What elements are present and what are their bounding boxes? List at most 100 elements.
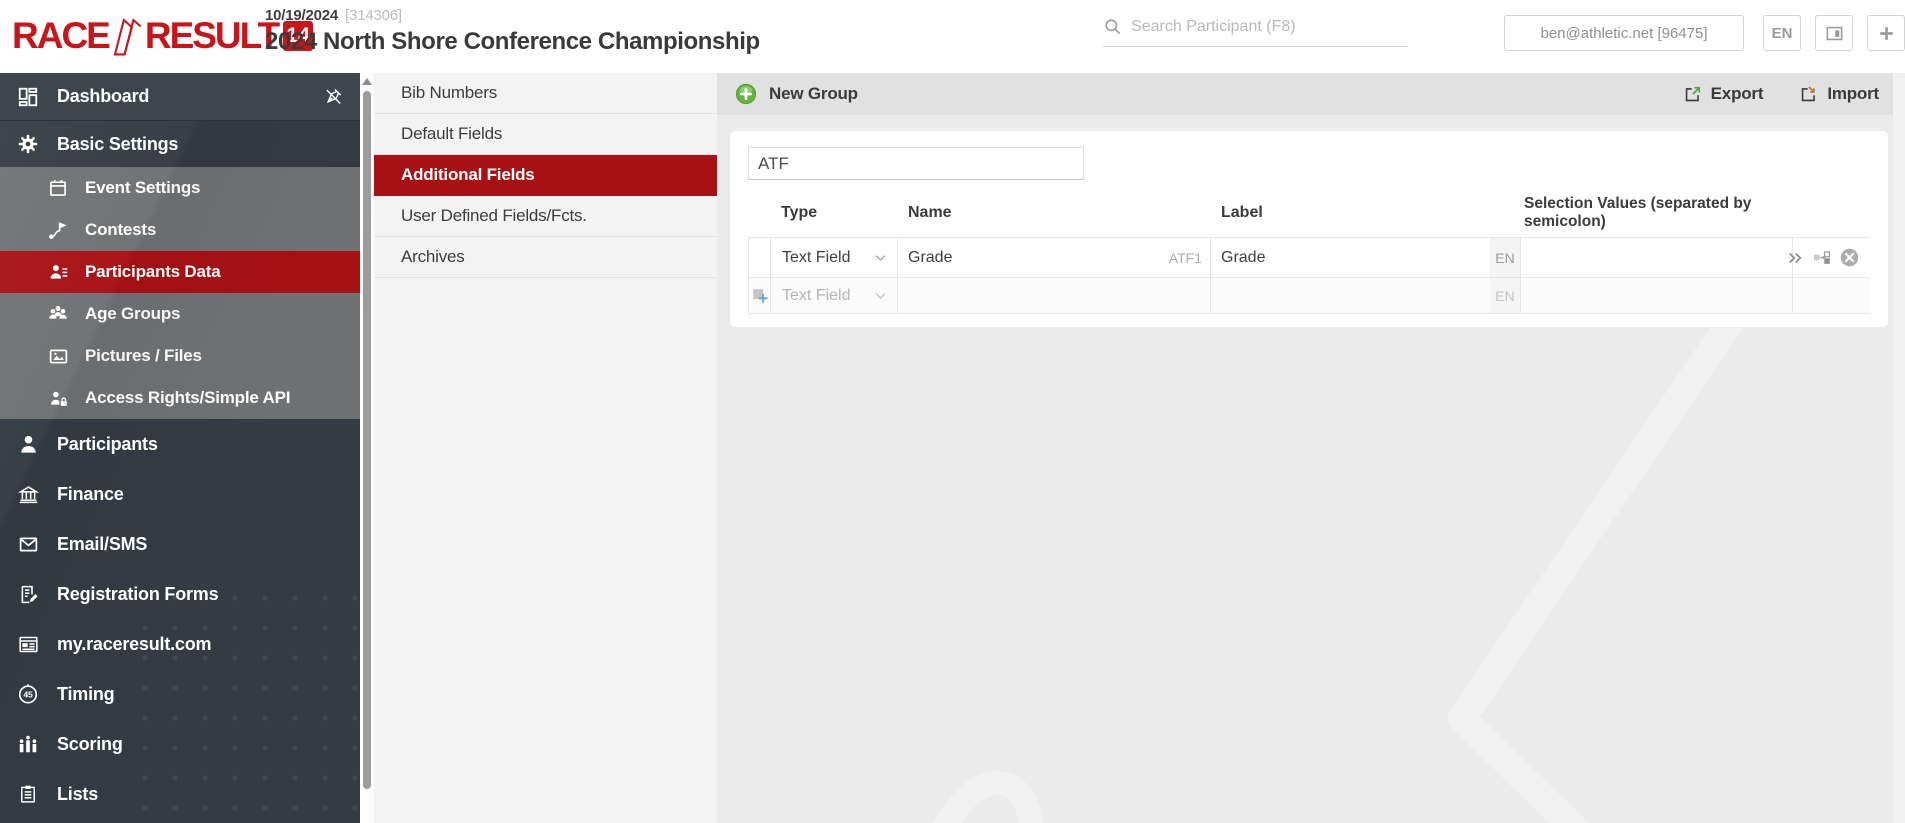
import-icon <box>1802 85 1816 101</box>
import-button[interactable]: Import <box>1799 84 1879 104</box>
chevron-down-icon <box>875 255 886 261</box>
move-to-group-button[interactable] <box>1812 248 1831 267</box>
bank-icon <box>15 484 41 505</box>
unpin-icon <box>326 88 342 105</box>
search-input[interactable] <box>1131 17 1408 36</box>
row-gutter <box>748 238 770 277</box>
sidebar-item-scoring[interactable]: Scoring <box>0 719 360 769</box>
insert-row-button[interactable] <box>748 278 770 313</box>
sidebar-item-label: Scoring <box>57 733 123 754</box>
subnav-item-archives[interactable]: Archives <box>374 237 717 278</box>
sidebar-item-label: Participants <box>57 433 158 454</box>
content-scrollbar[interactable] <box>1893 73 1905 823</box>
field-type-select[interactable]: Text Field <box>770 238 897 277</box>
sidebar-item-participants[interactable]: Participants <box>0 419 360 469</box>
logo-mark-icon <box>113 18 142 56</box>
subnav-item-additional-fields[interactable]: Additional Fields <box>374 155 717 196</box>
import-label: Import <box>1827 84 1879 103</box>
language-button[interactable]: EN <box>1763 15 1801 51</box>
gear-icon <box>15 133 41 155</box>
event-info: 10/19/2024 [314306] 2024 North Shore Conf… <box>265 7 760 56</box>
logo-result-text: RESULT <box>144 15 280 56</box>
submenu-item-label: Event Settings <box>85 178 201 197</box>
submenu-item-label: Age Groups <box>85 304 181 323</box>
green-plus-icon <box>735 83 757 105</box>
sidebar-item-finance[interactable]: Finance <box>0 469 360 519</box>
export-label: Export <box>1710 84 1764 103</box>
language-badge[interactable]: EN <box>1490 238 1520 277</box>
field-type-value: Text Field <box>782 248 851 266</box>
subnav-item-bib-numbers[interactable]: Bib Numbers <box>374 73 717 114</box>
user-account-button[interactable]: ben@athletic.net [96475] <box>1504 15 1744 51</box>
new-group-button[interactable]: New Group <box>735 83 858 105</box>
main-sidebar: Dashboard <box>0 73 360 823</box>
clipboard-icon <box>15 784 41 804</box>
sidebar-scrollbar[interactable] <box>360 73 374 823</box>
envelope-icon <box>15 534 41 555</box>
raceresult-logo[interactable]: RACE RESULT 14 <box>12 13 314 59</box>
header-actions: ben@athletic.net [96475] EN <box>1504 15 1905 51</box>
field-label-cell[interactable]: Grade EN <box>1210 238 1520 277</box>
field-label-value: Grade <box>1221 248 1266 266</box>
chevron-down-icon <box>875 293 886 299</box>
field-name-cell[interactable]: Grade ATF1 <box>897 238 1210 277</box>
event-date: 10/19/2024 <box>265 7 339 24</box>
field-label-cell[interactable]: EN <box>1210 278 1520 313</box>
submenu-item-event-settings[interactable]: Event Settings <box>0 167 360 209</box>
unpin-sidebar-button[interactable] <box>324 86 344 111</box>
row-actions <box>1789 238 1870 277</box>
sidebar-item-label: Timing <box>57 683 115 704</box>
submenu-item-contests[interactable]: Contests <box>0 209 360 251</box>
subnav-item-label: Bib Numbers <box>401 83 498 102</box>
submenu-item-label: Participants Data <box>85 262 221 281</box>
people-group-icon <box>45 303 71 325</box>
sidebar-item-label: my.raceresult.com <box>57 633 212 654</box>
subnav-item-default-fields[interactable]: Default Fields <box>374 114 717 155</box>
sidebar-item-label: Finance <box>57 483 124 504</box>
new-group-label: New Group <box>769 84 858 103</box>
subnav-item-user-defined-fields[interactable]: User Defined Fields/Fcts. <box>374 196 717 237</box>
submenu-item-label: Contests <box>85 220 157 239</box>
submenu-item-participants-data[interactable]: Participants Data <box>0 251 360 293</box>
logo-race-text: RACE <box>12 15 111 56</box>
export-icon <box>1685 86 1700 101</box>
field-type-select[interactable]: Text Field <box>770 278 897 313</box>
sidebar-item-registration-forms[interactable]: Registration Forms <box>0 569 360 619</box>
logo-version-badge: 14 <box>283 21 314 51</box>
podium-icon <box>15 733 41 755</box>
person-icon <box>15 433 41 456</box>
submenu-item-access-rights[interactable]: Access Rights/Simple API <box>0 377 360 419</box>
circle-x-icon <box>1840 248 1859 267</box>
selection-values-cell[interactable] <box>1520 278 1792 313</box>
submenu-item-age-groups[interactable]: Age Groups <box>0 293 360 335</box>
sidebar-item-timing[interactable]: 45 Timing <box>0 669 360 719</box>
new-window-button[interactable] <box>1867 15 1905 51</box>
scrollbar-up-arrow[interactable] <box>362 78 372 85</box>
sidebar-item-dashboard[interactable]: Dashboard <box>0 73 360 120</box>
language-badge[interactable]: EN <box>1490 278 1520 313</box>
panel-toggle-button[interactable] <box>1815 15 1853 51</box>
delete-field-button[interactable] <box>1839 247 1860 268</box>
scrollbar-thumb[interactable] <box>363 91 371 789</box>
export-button[interactable]: Export <box>1683 84 1764 104</box>
sidebar-item-label: Lists <box>57 783 99 804</box>
submenu-item-pictures-files[interactable]: Pictures / Files <box>0 335 360 377</box>
svg-text:45: 45 <box>23 690 33 700</box>
photo-icon <box>45 346 71 367</box>
table-row-new: Text Field EN <box>748 277 1870 314</box>
sidebar-item-label: Registration Forms <box>57 583 219 604</box>
field-name-cell[interactable] <box>897 278 1210 313</box>
table-row: Text Field Grade ATF1 Grade EN <box>748 237 1870 277</box>
event-id: [314306] <box>345 7 402 24</box>
submenu-item-label: Pictures / Files <box>85 346 202 365</box>
group-name-input[interactable] <box>748 147 1084 180</box>
sidebar-item-my-raceresult[interactable]: my.raceresult.com <box>0 619 360 669</box>
subnav-item-label: Default Fields <box>401 124 503 143</box>
sidebar-item-lists[interactable]: Lists <box>0 769 360 819</box>
sidebar-item-email-sms[interactable]: Email/SMS <box>0 519 360 569</box>
expand-options-button[interactable] <box>1786 249 1804 267</box>
sidebar-item-basic-settings[interactable]: Basic Settings <box>0 120 360 167</box>
selection-values-cell[interactable] <box>1520 238 1792 277</box>
subnav-item-label: User Defined Fields/Fcts. <box>401 206 587 225</box>
sidebar-item-label: Dashboard <box>57 86 150 106</box>
